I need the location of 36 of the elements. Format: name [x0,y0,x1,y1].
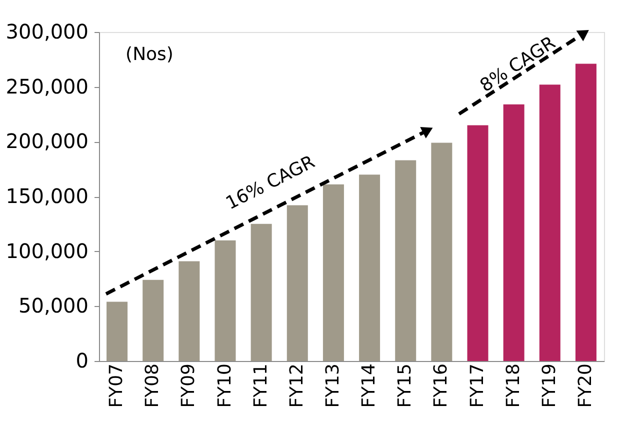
x-tick-label: FY09 [178,364,200,408]
y-tick-label: 150,000 [6,184,88,208]
x-tick-label: FY12 [286,364,308,408]
x-tick-label: FY08 [142,364,164,408]
y-tick-label: 100,000 [6,238,88,263]
x-tick-label: FY17 [466,364,488,408]
x-tick-label: FY16 [430,364,452,408]
bar [142,280,164,361]
x-tick-label: FY14 [358,364,380,408]
bar [214,240,236,361]
bar [467,125,488,361]
x-tick-label: FY15 [394,364,416,408]
x-tick-label: FY07 [106,364,128,408]
x-tick-label: FY11 [250,364,272,408]
x-tick-label: FY19 [538,364,560,408]
bar [359,174,380,361]
y-tick-label: 200,000 [6,129,88,154]
y-tick-label: 0 [76,348,88,372]
annotation: (Nos) [126,44,174,66]
bar [178,261,200,361]
x-tick-label: FY18 [502,364,524,408]
x-tick-label: FY10 [214,364,236,408]
bar [539,84,560,361]
bar [431,142,452,361]
bar [106,302,128,361]
bar [286,205,308,361]
bar [250,224,272,361]
bar [322,184,344,361]
x-tick-label: FY13 [322,364,344,408]
bar [395,160,416,361]
x-tick-label: FY20 [574,364,596,408]
y-tick-label: 50,000 [18,294,88,318]
y-tick-label: 300,000 [6,20,88,44]
y-tick-label: 250,000 [6,74,88,98]
bar [503,104,524,361]
bar [575,64,596,361]
